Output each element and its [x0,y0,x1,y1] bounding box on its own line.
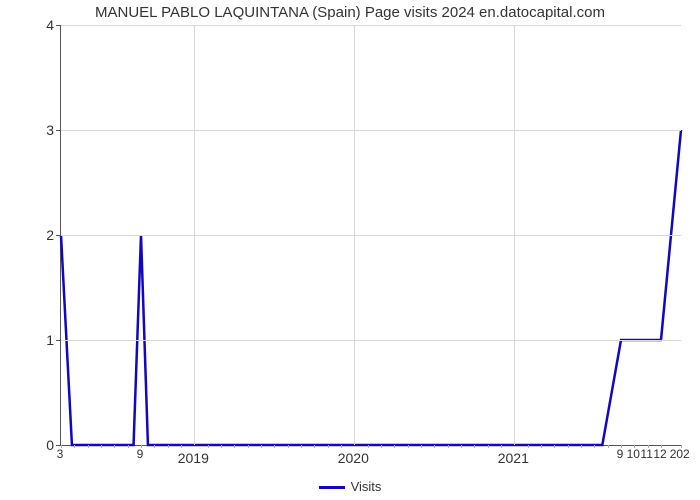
xtick-minor-mark [88,445,89,448]
xtick-minor-mark [154,445,155,448]
xtick-minor-mark [368,445,369,448]
xtick-minor-mark [474,445,475,448]
ytick-label: 2 [38,227,54,243]
gridline-vertical [354,25,355,445]
xtick-label-major: 2021 [498,450,529,466]
xtick-minor-mark [421,445,422,448]
ytick-label: 0 [38,437,54,453]
ytick-mark [56,130,61,131]
chart-title: MANUEL PABLO LAQUINTANA (Spain) Page vis… [0,4,700,21]
xtick-label-minor: 202 [670,447,690,461]
legend: Visits [0,479,700,494]
xtick-minor-mark [208,445,209,448]
xtick-minor-mark [248,445,249,448]
xtick-minor-mark [181,445,182,448]
xtick-minor-mark [568,445,569,448]
xtick-minor-mark [381,445,382,448]
ytick-mark [56,340,61,341]
xtick-minor-mark [448,445,449,448]
xtick-minor-mark [341,445,342,448]
gridline-horizontal [61,235,681,236]
gridline-horizontal [61,130,681,131]
xtick-label-major: 2020 [338,450,369,466]
xtick-minor-mark [594,445,595,448]
gridline-horizontal [61,25,681,26]
xtick-label-minor: 9 [137,447,144,461]
xtick-minor-mark [408,445,409,448]
legend-swatch [319,486,345,489]
xtick-label-major: 2019 [178,450,209,466]
chart-container: MANUEL PABLO LAQUINTANA (Spain) Page vis… [0,0,700,500]
ytick-mark [56,25,61,26]
xtick-label-minor: 9 [617,447,624,461]
xtick-label-minor: 3 [57,447,64,461]
plot-area [60,25,681,446]
xtick-minor-mark [461,445,462,448]
xtick-minor-mark [314,445,315,448]
xtick-minor-mark [434,445,435,448]
xtick-minor-mark [301,445,302,448]
xtick-minor-mark [234,445,235,448]
xtick-label-minor: 10 [627,447,640,461]
xtick-label-minor: 12 [653,447,666,461]
xtick-minor-mark [528,445,529,448]
ytick-label: 1 [38,332,54,348]
xtick-minor-mark [608,445,609,448]
xtick-minor-mark [168,445,169,448]
ytick-mark [56,235,61,236]
xtick-minor-mark [74,445,75,448]
xtick-minor-mark [261,445,262,448]
xtick-minor-mark [394,445,395,448]
xtick-minor-mark [541,445,542,448]
legend-label: Visits [351,479,382,494]
xtick-minor-mark [328,445,329,448]
ytick-label: 3 [38,122,54,138]
gridline-vertical [514,25,515,445]
xtick-minor-mark [554,445,555,448]
xtick-minor-mark [274,445,275,448]
xtick-minor-mark [128,445,129,448]
ytick-label: 4 [38,17,54,33]
xtick-minor-mark [501,445,502,448]
gridline-horizontal [61,340,681,341]
gridline-vertical [194,25,195,445]
xtick-minor-mark [581,445,582,448]
xtick-minor-mark [488,445,489,448]
xtick-label-minor: 11 [640,447,652,461]
xtick-minor-mark [101,445,102,448]
xtick-minor-mark [288,445,289,448]
xtick-minor-mark [114,445,115,448]
xtick-minor-mark [221,445,222,448]
